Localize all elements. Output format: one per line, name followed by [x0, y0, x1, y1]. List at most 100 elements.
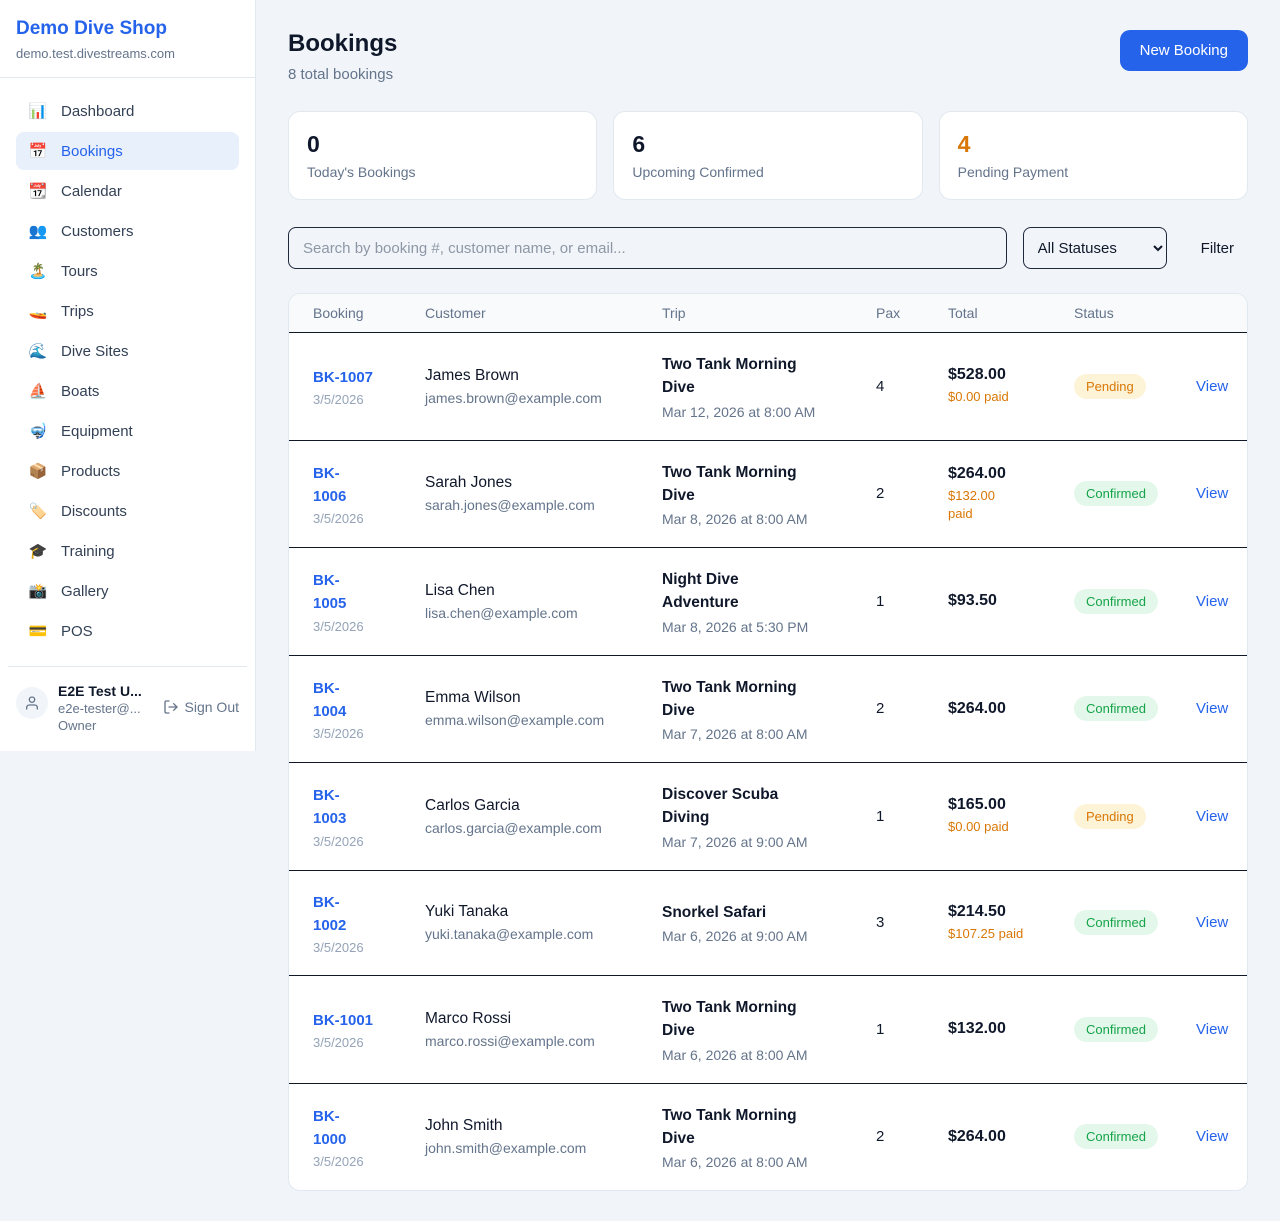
sign-out-button[interactable]: Sign Out [163, 699, 239, 715]
gallery-icon: 📸 [28, 583, 48, 600]
user-icon [26, 696, 38, 710]
table-row: BK-1003 3/5/2026 Carlos Garcia carlos.garci… [289, 763, 1247, 871]
sidebar-item-training[interactable]: 🎓 Training [16, 532, 239, 570]
total-amount: $214.50 [948, 902, 1006, 920]
stat-value: 0 [307, 131, 320, 157]
user-email: e2e-tester@... [58, 701, 141, 716]
search-input[interactable] [288, 227, 1007, 269]
customer-email: john.smith@example.com [425, 1140, 587, 1157]
bookings-table: Booking Customer Trip Pax Total Status BK-100… [288, 293, 1248, 1191]
dive-sites-icon: 🌊 [28, 343, 48, 360]
booking-id-link[interactable]: BK-1005 [313, 572, 347, 613]
filter-bar: All Statuses Filter [288, 227, 1248, 269]
sidebar-item-dashboard[interactable]: 📊 Dashboard [16, 92, 239, 130]
view-link[interactable]: View [1196, 914, 1229, 932]
dashboard-icon: 📊 [28, 103, 48, 120]
status-badge: Confirmed [1074, 1124, 1158, 1150]
column-header: Pax [876, 305, 901, 321]
table-row: BK-1002 3/5/2026 Yuki Tanaka yuki.tanaka@ex… [289, 871, 1247, 976]
booking-id-link[interactable]: BK-1000 [313, 1107, 347, 1148]
sidebar-item-bookings[interactable]: 📅 Bookings [16, 132, 239, 170]
trip-name: Two Tank Morning Dive [662, 1106, 797, 1147]
view-link[interactable]: View [1196, 807, 1229, 825]
trip-name: Two Tank Morning Dive [662, 678, 797, 719]
booking-id-link[interactable]: BK-1006 [313, 464, 347, 505]
trip-datetime: Mar 8, 2026 at 8:00 AM [662, 511, 808, 527]
view-link[interactable]: View [1196, 377, 1229, 395]
customer-name: Sarah Jones [425, 474, 513, 492]
view-link[interactable]: View [1196, 485, 1229, 503]
customer-name: Lisa Chen [425, 581, 495, 599]
tours-icon: 🏝️ [28, 263, 48, 280]
table-body: BK-1007 3/5/2026 James Brown james.brown@ex… [289, 333, 1247, 1190]
table-row: BK-1000 3/5/2026 John Smith john.smith@exam… [289, 1084, 1247, 1191]
booking-date: 3/5/2026 [313, 618, 364, 634]
customer-name: Emma Wilson [425, 689, 521, 707]
sidebar-item-gallery[interactable]: 📸 Gallery [16, 572, 239, 610]
total-amount: $93.50 [948, 592, 997, 610]
filter-button[interactable]: Filter [1200, 239, 1234, 257]
booking-date: 3/5/2026 [313, 726, 364, 741]
sidebar-item-label: Customers [61, 222, 134, 240]
sidebar-item-boats[interactable]: ⛵ Boats [16, 372, 239, 410]
sidebar-item-pos[interactable]: 💳 POS [16, 612, 239, 650]
sidebar-item-label: Tours [61, 262, 98, 280]
column-header: Status [1074, 305, 1114, 321]
sign-out-label: Sign Out [184, 699, 239, 715]
paid-amount: $0.00 paid [948, 819, 1009, 835]
booking-id-link[interactable]: BK-1002 [313, 893, 347, 934]
customer-name: John Smith [425, 1117, 503, 1135]
status-badge: Confirmed [1074, 696, 1158, 722]
sidebar-item-equipment[interactable]: 🤿 Equipment [16, 412, 239, 450]
new-booking-button[interactable]: New Booking [1119, 30, 1248, 71]
booking-id-link[interactable]: BK-1004 [313, 679, 347, 720]
sidebar-item-label: Products [61, 462, 121, 480]
sidebar-item-dive-sites[interactable]: 🌊 Dive Sites [16, 332, 239, 370]
table-row: BK-1005 3/5/2026 Lisa Chen lisa.chen@exampl… [289, 548, 1247, 656]
pax-count: 1 [876, 807, 885, 825]
status-badge: Pending [1074, 803, 1146, 829]
customer-name: Marco Rossi [425, 1009, 512, 1027]
status-badge: Confirmed [1074, 910, 1158, 936]
table-row: BK-1006 3/5/2026 Sarah Jones sarah.jones@ex… [289, 441, 1247, 548]
sidebar: Demo Dive Shop demo.test.divestreams.com… [0, 0, 256, 751]
sidebar-item-tours[interactable]: 🏝️ Tours [16, 252, 239, 290]
sidebar-item-products[interactable]: 📦 Products [16, 452, 239, 490]
column-header: Booking [313, 305, 364, 321]
pax-count: 1 [876, 592, 885, 610]
sidebar-nav: 📊 Dashboard 📅 Bookings 📆 Calendar 👥 Customers 🏝️… [0, 78, 255, 662]
pax-count: 4 [876, 377, 885, 395]
user-name: E2E Test U... [58, 683, 142, 699]
status-badge: Confirmed [1074, 588, 1158, 614]
trip-name: Discover Scuba Diving [662, 786, 779, 827]
trips-icon: 🚤 [28, 303, 48, 320]
status-badge: Pending [1074, 373, 1146, 399]
trip-name: Snorkel Safari [662, 904, 767, 922]
column-header: Total [948, 305, 978, 321]
customer-email: marco.rossi@example.com [425, 1032, 595, 1049]
booking-id-link[interactable]: BK-1003 [313, 787, 347, 828]
sign-out-icon [163, 700, 178, 714]
trip-datetime: Mar 12, 2026 at 8:00 AM [662, 403, 816, 420]
view-link[interactable]: View [1196, 700, 1229, 718]
view-link[interactable]: View [1196, 1128, 1229, 1146]
sidebar-item-label: POS [61, 622, 93, 640]
view-link[interactable]: View [1196, 1020, 1229, 1038]
table-row: BK-1004 3/5/2026 Emma Wilson emma.wilson@ex… [289, 656, 1247, 763]
pax-count: 2 [876, 700, 885, 718]
sidebar-item-customers[interactable]: 👥 Customers [16, 212, 239, 250]
sidebar-item-calendar[interactable]: 📆 Calendar [16, 172, 239, 210]
column-header: Trip [662, 305, 686, 321]
sidebar-item-trips[interactable]: 🚤 Trips [16, 292, 239, 330]
total-amount: $165.00 [948, 796, 1006, 814]
user-info: E2E Test U... e2e-tester@... Owner [58, 683, 153, 733]
booking-id-link[interactable]: BK-1001 [313, 1011, 374, 1029]
booking-id-link[interactable]: BK-1007 [313, 368, 374, 386]
stat-value: 4 [957, 131, 971, 157]
page-title: Bookings [288, 30, 398, 57]
status-select[interactable]: All Statuses [1022, 227, 1167, 269]
customer-email: emma.wilson@example.com [425, 712, 605, 729]
view-link[interactable]: View [1196, 592, 1229, 610]
sidebar-item-discounts[interactable]: 🏷️ Discounts [16, 492, 239, 530]
products-icon: 📦 [28, 463, 48, 480]
